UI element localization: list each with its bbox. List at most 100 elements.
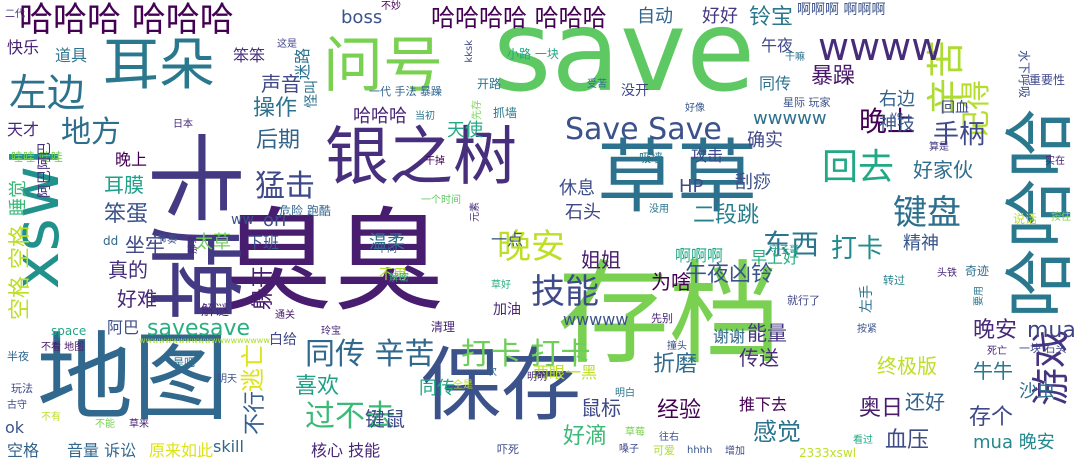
word-anzhu: 按住: [1051, 212, 1071, 223]
word-jiuxingle: 就行了: [787, 294, 820, 307]
word-dongxi: 东西: [763, 228, 820, 261]
word-quanshi: 全是: [453, 380, 473, 391]
word-shenji: 神技: [879, 114, 915, 135]
word-xiaban: 下班: [247, 233, 280, 252]
word-daka-daka: 打卡 打卡: [461, 337, 591, 372]
word-milu: 迷路: [293, 48, 312, 81]
word-xiaolu-yikuai: 小路 一块: [507, 47, 559, 61]
word-skill: skill: [213, 437, 244, 456]
word-xihuan: 喜欢: [295, 374, 340, 399]
word-riben: 日本: [173, 119, 193, 130]
word-jianshu: 键鼠: [365, 407, 405, 431]
word-ok: ok: [5, 418, 25, 437]
word-xiancun: 先存: [472, 100, 483, 120]
word-huiqu: 回去: [822, 147, 895, 188]
word-mingtian: 明天: [217, 374, 237, 385]
word-tongchuan-xinku: 同传 辛苦: [305, 337, 435, 372]
word-kongge-kongge: 空格 空格: [8, 225, 33, 320]
word-wanfa: 玩法: [11, 382, 33, 395]
word-shachong: 沙虫: [1019, 381, 1055, 402]
word-kapai: 卡牌: [137, 129, 249, 321]
word-yikuai-shitou: 一块 石头: [1019, 342, 1067, 355]
word-shengyin: 声音: [261, 72, 301, 96]
word-ve: ve: [891, 110, 904, 121]
word-shitou: 石头: [565, 202, 601, 223]
word-shoubing: 手柄: [933, 120, 986, 150]
word-niuniu: 牛牛: [973, 359, 1013, 383]
word-hexin-jineng: 核心 技能: [311, 441, 381, 460]
word-sangzi: 嗓子: [619, 444, 639, 455]
word-dd: dd: [103, 234, 119, 248]
word-jianpan: 键盘: [893, 193, 961, 233]
word-dangchu: 当初: [415, 111, 435, 122]
word-zheshi: 这是: [277, 39, 297, 50]
word-yuansu: 元素: [470, 202, 481, 222]
word-zidong: 自动: [637, 6, 673, 27]
word-save: save: [493, 0, 756, 117]
word-wwww: wwww: [818, 25, 943, 69]
word-wanan-2: 晚安: [973, 318, 1018, 343]
word-kuaile: 快乐: [7, 38, 40, 57]
word-tianshi: 天使: [447, 120, 483, 141]
word-wawa-wawa: 哇哇 哇哇: [11, 150, 63, 164]
word-hahaha-small: 哈哈哈: [353, 106, 407, 127]
word-yigeshijian: 一个时间: [421, 195, 461, 206]
word-qiji: 奇迹: [965, 264, 990, 278]
word-zhongyaoxing: 重要性: [1029, 73, 1066, 87]
word-buyou: 不有: [41, 412, 61, 423]
word-suanshi: 算是: [929, 142, 949, 153]
word-shouku: 受苦: [587, 79, 607, 90]
word-aori: 奥日: [859, 396, 904, 421]
word-weixian-paoku: 危险 跑酷: [279, 204, 331, 218]
word-xiqiang: 吸墙: [639, 151, 664, 165]
word-haonan: 好难: [117, 287, 157, 311]
word-zuolao: 坐牢: [125, 233, 165, 257]
word-haoxiang: 好像: [685, 103, 705, 114]
word-meikai: 没开: [621, 83, 649, 99]
word-aba: 阿巴: [107, 318, 140, 337]
word-houqi: 后期: [256, 128, 301, 153]
word-shizai: 实在: [1045, 156, 1065, 167]
word-siwang: 死亡: [987, 346, 1007, 357]
word-yinliang-susong: 音量 诉讼: [67, 441, 137, 460]
word-guasha: 刮痧: [735, 172, 771, 193]
word-yidai-shoufa-baozao: 一代 手法 暴躁: [369, 85, 442, 98]
word-xiexie: 谢谢: [713, 327, 746, 346]
word-wangyou: 往右: [659, 432, 679, 443]
word-queshi: 确实: [747, 130, 783, 151]
word-benben: 笨笨: [233, 46, 266, 65]
word-tongguan: 通关: [275, 310, 295, 321]
word-wuye: 午夜: [761, 36, 794, 55]
word-save-save: Save Save: [565, 112, 722, 147]
word-jiejie: 姐姐: [581, 248, 621, 272]
word-jingyan: 经验: [657, 398, 702, 423]
word-weisha: 为啥: [651, 270, 691, 294]
word-daka: 打卡: [831, 234, 884, 264]
word-xingji-wanjia: 星际 玩家: [783, 96, 831, 109]
word-jingshen: 精神: [903, 233, 939, 254]
word-zuobian: 左边: [9, 71, 86, 115]
word-mua-wanan: mua 晚安: [973, 432, 1055, 453]
word-baozao: 暴躁: [811, 64, 856, 89]
word-zhuaqiang: 抓墙: [493, 106, 518, 120]
word-toutie: 头铁: [937, 268, 957, 279]
word-wanshang-1: 晚上: [859, 105, 916, 138]
word-wanshang-2: 晚上: [115, 150, 148, 169]
word-wwwww-1: wwwww: [753, 108, 827, 129]
word-ori: ori: [263, 210, 287, 231]
word-jiayou: 加油: [493, 302, 521, 318]
word-gandiao: 干掉: [425, 156, 445, 167]
word-zhuanguo: 转过: [883, 274, 905, 287]
word-lingbao: 铃宝: [749, 5, 794, 30]
word-wuyexiongling: 午夜凶铃: [685, 262, 774, 287]
word-wanan-1: 晚安: [497, 227, 565, 267]
word-erduantiao: 二段跳: [693, 203, 760, 228]
word-kanguo: 看过: [853, 435, 873, 446]
word-zuoshou: 左手: [859, 285, 875, 313]
word-kongge: 空格: [7, 441, 40, 460]
word-jineng: 技能: [531, 272, 599, 312]
word-taicao: 太草: [195, 232, 231, 253]
word-hp: HP: [679, 176, 704, 197]
word-haodi: 好滴: [563, 424, 608, 449]
word-xianbie: 先别: [651, 312, 673, 325]
